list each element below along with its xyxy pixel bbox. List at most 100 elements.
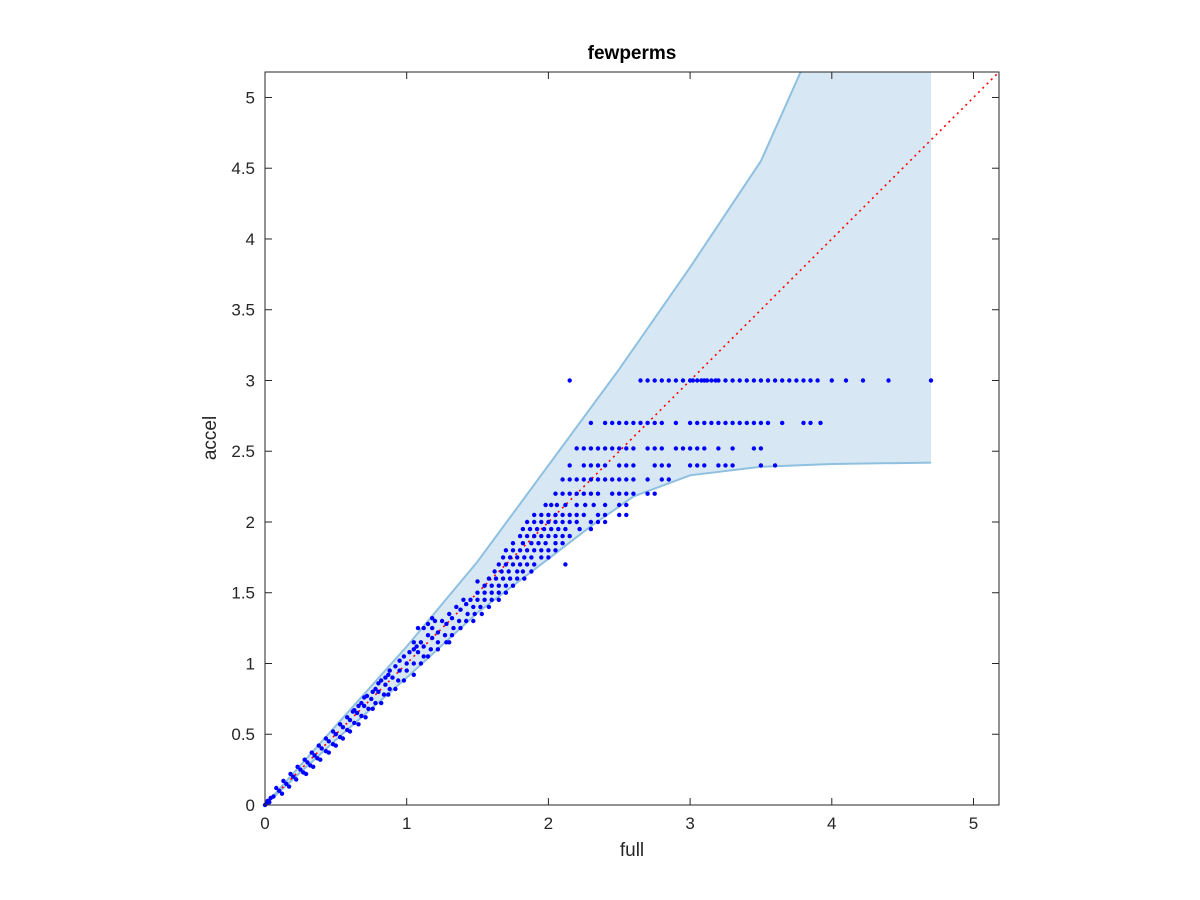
y-tick-label: 3.5: [231, 301, 255, 320]
chart-title: fewperms: [588, 43, 677, 64]
data-point: [574, 491, 579, 496]
data-point: [680, 446, 686, 451]
data-point: [553, 541, 558, 546]
data-point: [503, 548, 509, 553]
data-point: [673, 378, 679, 383]
data-point: [524, 519, 530, 525]
data-point: [638, 420, 643, 426]
data-point: [588, 420, 594, 426]
data-point: [744, 378, 749, 383]
data-point: [404, 668, 409, 673]
data-point: [818, 420, 823, 426]
data-point: [532, 512, 537, 518]
data-point: [319, 746, 324, 751]
data-point: [652, 463, 657, 468]
data-point: [581, 477, 586, 482]
data-point: [303, 771, 309, 777]
data-point: [529, 555, 534, 560]
data-point: [730, 378, 735, 383]
data-point: [695, 463, 700, 468]
data-point: [316, 743, 321, 748]
data-point: [458, 607, 463, 612]
data-point: [435, 630, 441, 635]
data-point: [411, 647, 416, 652]
data-point: [610, 477, 615, 482]
data-point: [496, 597, 501, 602]
data-point: [499, 569, 504, 574]
data-point: [709, 420, 714, 426]
data-point: [486, 576, 492, 581]
data-point: [305, 760, 310, 765]
data-point: [363, 715, 368, 720]
data-point: [379, 678, 384, 683]
data-point: [730, 446, 735, 451]
data-point: [695, 446, 700, 451]
data-point: [659, 477, 664, 482]
data-point: [286, 784, 292, 789]
data-point: [418, 640, 424, 645]
data-point: [553, 519, 558, 525]
data-point: [801, 378, 806, 383]
data-point: [588, 519, 594, 525]
data-point: [709, 378, 714, 383]
data-point: [666, 378, 671, 383]
data-point: [425, 654, 431, 659]
y-axis-label: accel: [200, 416, 221, 460]
data-point: [376, 689, 381, 694]
y-tick-label: 1: [246, 654, 255, 673]
data-point: [624, 502, 629, 508]
data-point: [268, 795, 273, 801]
data-point: [543, 541, 548, 546]
data-point: [449, 616, 455, 621]
data-point: [356, 703, 361, 709]
data-point: [631, 477, 636, 482]
data-point: [645, 477, 650, 482]
data-point: [574, 512, 579, 518]
data-point: [553, 491, 558, 496]
data-point: [532, 533, 537, 539]
data-point: [758, 378, 764, 383]
data-point: [507, 576, 513, 581]
data-point: [515, 555, 520, 560]
data-point: [370, 706, 375, 711]
data-point: [442, 633, 448, 638]
data-point: [330, 729, 336, 734]
data-point: [401, 678, 407, 683]
data-point: [624, 477, 629, 482]
data-point: [539, 533, 544, 539]
axes-box: [264, 71, 1000, 806]
data-point: [574, 502, 579, 508]
data-point: [581, 446, 586, 451]
data-point: [482, 590, 487, 595]
data-point: [312, 753, 317, 758]
data-point: [456, 618, 462, 624]
data-point: [553, 548, 558, 553]
data-point: [414, 644, 419, 649]
data-point: [397, 658, 402, 663]
data-point: [465, 611, 470, 617]
data-point: [356, 722, 361, 727]
data-point: [610, 491, 615, 496]
data-point: [595, 446, 601, 451]
data-point: [475, 579, 480, 584]
data-point: [407, 650, 412, 655]
data-point: [333, 743, 338, 748]
data-point: [510, 541, 516, 546]
data-point: [274, 785, 279, 791]
data-point: [386, 672, 391, 677]
data-point: [687, 420, 693, 426]
data-point: [464, 601, 469, 607]
data-point: [624, 420, 629, 426]
data-point: [687, 463, 693, 468]
data-point: [602, 519, 608, 525]
data-point: [638, 378, 643, 383]
data-point: [359, 713, 364, 719]
data-point: [723, 378, 728, 383]
data-point: [517, 548, 523, 553]
data-point: [478, 604, 483, 610]
data-point: [541, 526, 547, 532]
data-point: [404, 661, 409, 666]
data-point: [387, 686, 392, 692]
data-point: [444, 621, 449, 627]
reference-line-y-equals-x: [264, 71, 1000, 806]
